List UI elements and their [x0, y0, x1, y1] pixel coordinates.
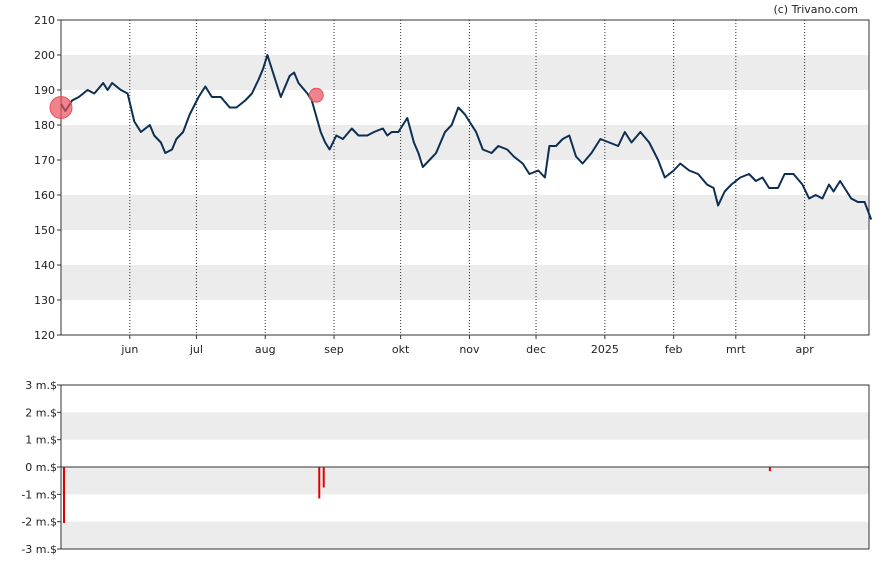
- y-tick-label: 190: [34, 84, 55, 97]
- x-tick-label: jun: [120, 343, 138, 356]
- x-tick-label: 2025: [591, 343, 619, 356]
- grid-band: [61, 521, 869, 549]
- plot-frame: [60, 384, 870, 550]
- grid-band: [61, 55, 869, 90]
- y-tick-label: 120: [34, 329, 55, 342]
- price-panel: jun jul aug sep okt nov dec 2025 feb mrt apr 120 130…: [34, 14, 873, 356]
- y-tick-label: 160: [34, 189, 55, 202]
- y-tick-label: 0 m.$: [25, 461, 57, 474]
- x-tick-label: okt: [392, 343, 410, 356]
- grid-band: [61, 125, 869, 160]
- y-tick-label: -3 m.$: [21, 543, 57, 556]
- credit-text: (c) Trivano.com: [773, 3, 858, 16]
- event-marker: [308, 87, 324, 103]
- y-tick-label: 2 m.$: [25, 406, 57, 419]
- price-line: [60, 54, 873, 220]
- x-tick-label: apr: [796, 343, 815, 356]
- grid-band: [61, 265, 869, 300]
- y-tick-label: 150: [34, 224, 55, 237]
- y-tick-label: -1 m.$: [21, 488, 57, 501]
- event-marker: [49, 96, 73, 119]
- x-tick-label: sep: [324, 343, 343, 356]
- x-tick-label: nov: [459, 343, 480, 356]
- y-tick-label: 1 m.$: [25, 434, 57, 447]
- y-tick-label: 200: [34, 49, 55, 62]
- y-tick-label: 210: [34, 14, 55, 27]
- x-tick-label: jul: [189, 343, 203, 356]
- x-tick-label: dec: [526, 343, 546, 356]
- y-tick-label: -2 m.$: [21, 516, 57, 529]
- volume-panel: -3 m.$ -2 m.$ -1 m.$ 0 m.$ 1 m.$ 2 m.$ 3 m.$: [21, 379, 870, 556]
- y-tick-label: 130: [34, 294, 55, 307]
- y-tick-label: 3 m.$: [25, 379, 57, 392]
- x-tick-label: aug: [255, 343, 276, 356]
- y-tick-label: 180: [34, 119, 55, 132]
- plot-frame: [60, 19, 870, 336]
- y-tick-label: 140: [34, 259, 55, 272]
- grid-band: [61, 195, 869, 230]
- x-tick-label: feb: [665, 343, 683, 356]
- grid-band: [61, 467, 869, 495]
- x-tick-label: mrt: [726, 343, 746, 356]
- y-tick-label: 170: [34, 154, 55, 167]
- grid-band: [61, 412, 869, 440]
